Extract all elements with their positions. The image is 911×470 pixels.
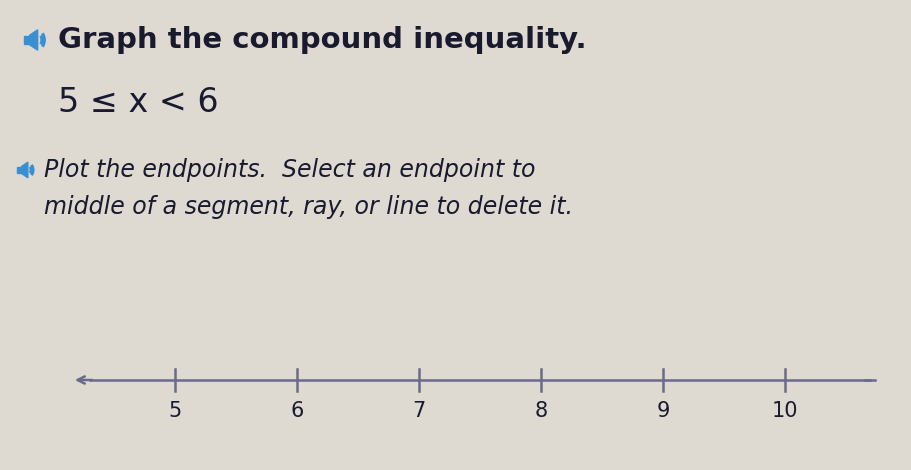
Polygon shape xyxy=(22,162,28,178)
Text: 5: 5 xyxy=(169,401,181,421)
Polygon shape xyxy=(30,30,37,50)
Text: 5 ≤ x < 6: 5 ≤ x < 6 xyxy=(58,86,219,118)
Text: Plot the endpoints.  Select an endpoint to: Plot the endpoints. Select an endpoint t… xyxy=(44,158,535,182)
Polygon shape xyxy=(17,167,22,173)
Text: middle of a segment, ray, or line to delete it.: middle of a segment, ray, or line to del… xyxy=(44,195,572,219)
Text: 8: 8 xyxy=(534,401,547,421)
Text: 7: 7 xyxy=(412,401,425,421)
Text: 6: 6 xyxy=(291,401,303,421)
Text: 9: 9 xyxy=(655,401,669,421)
Text: 10: 10 xyxy=(771,401,797,421)
Text: Graph the compound inequality.: Graph the compound inequality. xyxy=(58,26,586,54)
Polygon shape xyxy=(24,36,30,44)
